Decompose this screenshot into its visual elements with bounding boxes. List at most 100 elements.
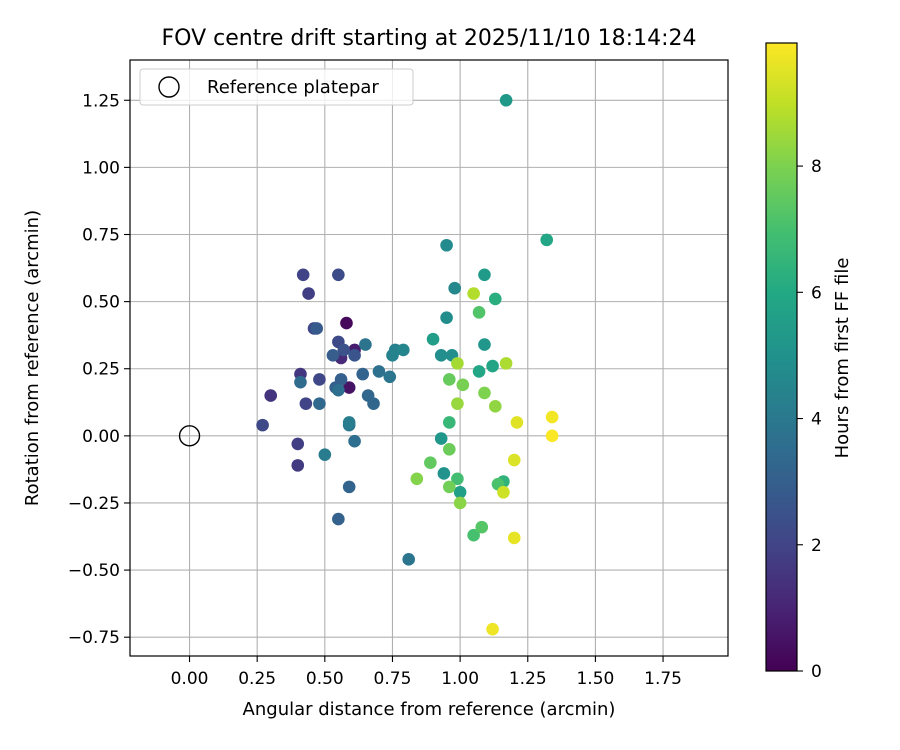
y-axis-ticks: −0.75 −0.50 −0.25 0.00 0.25 0.50 0.75 1.00 1.25 <box>68 91 130 648</box>
scatter-point <box>499 357 513 370</box>
legend-box <box>139 68 414 106</box>
scatter-point <box>367 397 380 410</box>
scatter-point <box>359 338 372 351</box>
scatter-point <box>478 268 491 282</box>
colorbar-tick-label: 8 <box>811 157 822 177</box>
reference-marker-layer <box>178 425 201 447</box>
scatter-point <box>256 418 269 432</box>
scatter-point <box>332 512 345 526</box>
scatter-point <box>478 338 491 351</box>
colorbar-tick-label: 6 <box>811 283 822 303</box>
x-tick-label: 1.75 <box>644 669 682 689</box>
scatter-point <box>386 349 399 362</box>
scatter-point <box>545 410 559 424</box>
colorbar-tick-label: 2 <box>811 536 822 556</box>
scatter-point <box>440 238 453 252</box>
scatter-point <box>424 456 437 470</box>
scatter-point <box>332 268 345 282</box>
scatter-point <box>342 381 356 394</box>
colorbar-tick-label: 4 <box>811 410 822 430</box>
x-tick-label: 0.00 <box>171 669 209 689</box>
y-tick-label: 0.75 <box>82 226 120 246</box>
scatter-point <box>340 316 353 330</box>
scatter-point <box>440 311 453 325</box>
y-tick-label: −0.50 <box>68 561 120 581</box>
legend-label: Reference platepar <box>207 77 379 98</box>
scatter-point <box>488 400 502 413</box>
scatter-point <box>434 349 448 362</box>
scatter-point <box>467 287 480 300</box>
scatter-point <box>426 332 440 346</box>
colorbar-tick-label: 0 <box>811 662 822 682</box>
scatter-point <box>434 432 448 445</box>
colorbar-gradient <box>766 43 797 671</box>
scatter-point <box>342 480 356 494</box>
scatter-point <box>451 397 464 410</box>
scatter-point <box>294 375 307 389</box>
chart-title: FOV centre drift starting at 2025/11/10 … <box>162 26 697 51</box>
colorbar: 0 2 4 6 8 Hours from first FF file <box>765 42 853 682</box>
scatter-point <box>437 467 451 480</box>
scatter-point <box>472 365 486 378</box>
scatter-point <box>453 485 467 499</box>
scatter-point <box>510 416 524 429</box>
scatter-point <box>310 322 324 335</box>
scatter-point <box>488 292 502 306</box>
x-tick-label: 0.25 <box>238 669 276 689</box>
x-axis-label: Angular distance from reference (arcmin) <box>243 699 616 720</box>
scatter-point <box>442 480 456 494</box>
scatter-point <box>302 287 315 300</box>
scatter-point <box>540 233 554 247</box>
scatter-point <box>499 93 513 107</box>
y-tick-label: 1.00 <box>82 158 120 178</box>
scatter-point <box>453 496 467 510</box>
scatter-point <box>486 359 499 373</box>
x-tick-label: 1.25 <box>509 669 547 689</box>
y-tick-label: 0.00 <box>82 427 120 447</box>
x-tick-label: 0.75 <box>374 669 412 689</box>
legend-reference-marker <box>158 76 180 98</box>
y-tick-label: 0.25 <box>82 360 120 380</box>
scatter-point <box>486 622 499 636</box>
scatter-point <box>291 459 305 472</box>
scatter-point <box>410 472 424 486</box>
scatter-point <box>507 531 521 545</box>
y-axis-label: Rotation from reference (arcmin) <box>22 210 43 506</box>
scatter-point <box>472 306 486 319</box>
y-tick-label: 0.50 <box>82 293 120 313</box>
scatter-point <box>342 416 356 429</box>
scatter-point <box>332 383 345 397</box>
scatter-point <box>372 365 386 378</box>
scatter-point <box>402 553 416 566</box>
colorbar-ticks: 0 2 4 6 8 <box>797 157 822 682</box>
scatter-point <box>442 373 456 386</box>
x-tick-label: 1.00 <box>441 669 479 689</box>
scatter-point <box>442 416 456 429</box>
scatter-point <box>396 343 410 357</box>
legend: Reference platepar <box>139 68 414 106</box>
scatter-point <box>318 448 332 461</box>
data-points <box>256 93 559 636</box>
scatter-point <box>448 281 462 295</box>
scatter-point <box>451 357 464 370</box>
reference-platepar-marker <box>178 425 201 447</box>
colorbar-frame <box>765 42 798 672</box>
scatter-point <box>467 528 480 542</box>
scatter-point <box>313 373 326 386</box>
scatter-point <box>291 437 305 451</box>
scatter-point <box>313 397 326 410</box>
scatter-point <box>337 343 351 357</box>
plot-frame <box>129 59 729 657</box>
y-tick-label: 1.25 <box>82 91 120 111</box>
x-tick-label: 1.50 <box>576 669 614 689</box>
y-tick-label: −0.75 <box>68 628 120 648</box>
colorbar-label: Hours from first FF file <box>832 258 853 459</box>
scatter-point <box>326 349 340 362</box>
scatter-point <box>296 268 310 282</box>
x-axis-ticks: 0.00 0.25 0.50 0.75 1.00 1.25 1.50 1.75 <box>171 656 682 689</box>
scatter-point <box>264 389 278 402</box>
scatter-point <box>497 485 510 499</box>
grid <box>130 60 728 656</box>
